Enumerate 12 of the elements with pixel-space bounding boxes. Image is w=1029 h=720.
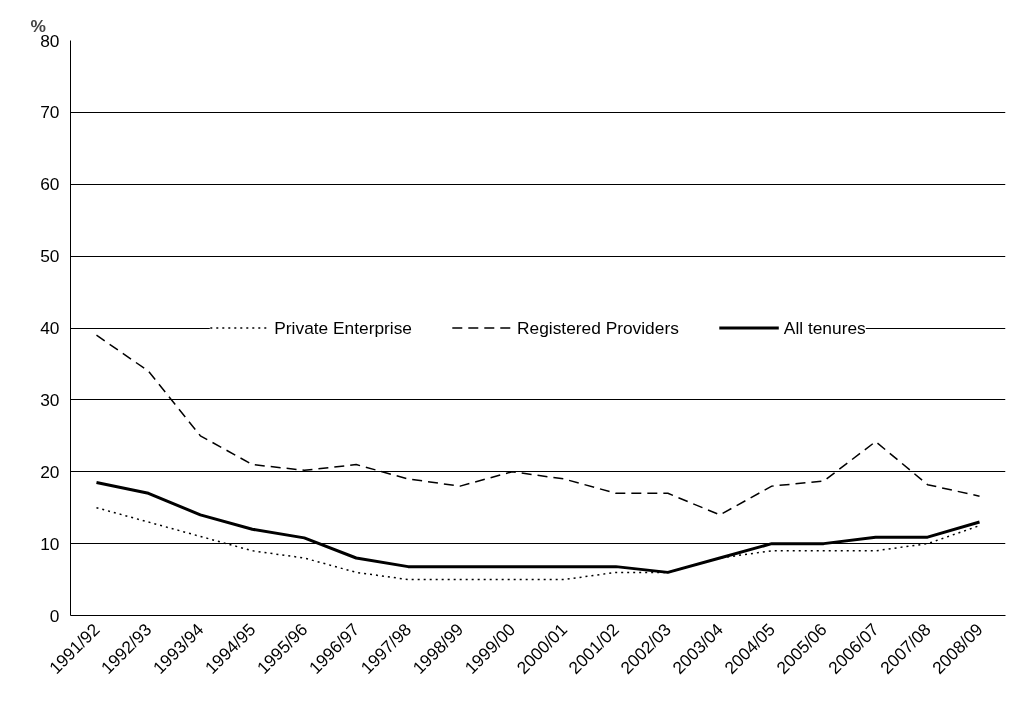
y-tick-label: 30 [40,389,60,410]
y-tick-label: 70 [40,102,60,123]
y-tick-label: 40 [40,318,60,338]
y-tick-label: 20 [40,461,60,482]
legend-label: All tenures [783,317,866,338]
y-tick-label: 10 [40,533,60,554]
legend-label: Registered Providers [517,317,679,338]
y-tick-label: 0 [49,605,60,626]
y-axis-title: % [30,15,46,36]
y-tick-label: 50 [40,246,60,267]
y-tick-label: 60 [40,174,60,195]
legend-label: Private Enterprise [274,317,413,338]
